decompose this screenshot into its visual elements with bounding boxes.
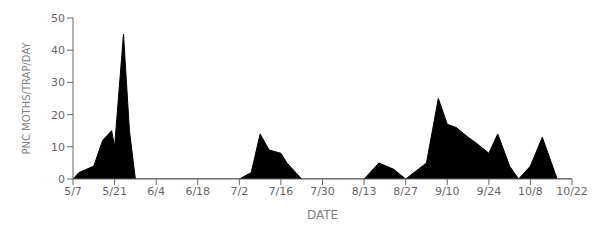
svg-text:7/16: 7/16: [269, 185, 294, 198]
svg-text:9/10: 9/10: [435, 185, 460, 198]
svg-text:0: 0: [58, 173, 65, 186]
svg-text:5/21: 5/21: [102, 185, 127, 198]
svg-text:5/7: 5/7: [64, 185, 82, 198]
svg-text:10/22: 10/22: [556, 185, 588, 198]
svg-text:8/27: 8/27: [393, 185, 418, 198]
svg-text:20: 20: [51, 109, 65, 122]
svg-text:7/30: 7/30: [310, 185, 335, 198]
svg-text:40: 40: [51, 44, 65, 57]
svg-text:10: 10: [51, 141, 65, 154]
svg-text:6/18: 6/18: [185, 185, 210, 198]
svg-text:PNC MOTHS/TRAP/DAY: PNC MOTHS/TRAP/DAY: [21, 42, 32, 155]
svg-text:7/2: 7/2: [230, 185, 248, 198]
svg-text:9/24: 9/24: [476, 185, 501, 198]
svg-text:8/13: 8/13: [352, 185, 377, 198]
svg-text:10/8: 10/8: [518, 185, 543, 198]
svg-text:50: 50: [51, 12, 65, 25]
svg-text:DATE: DATE: [307, 208, 338, 222]
svg-text:6/4: 6/4: [147, 185, 165, 198]
svg-text:30: 30: [51, 76, 65, 89]
